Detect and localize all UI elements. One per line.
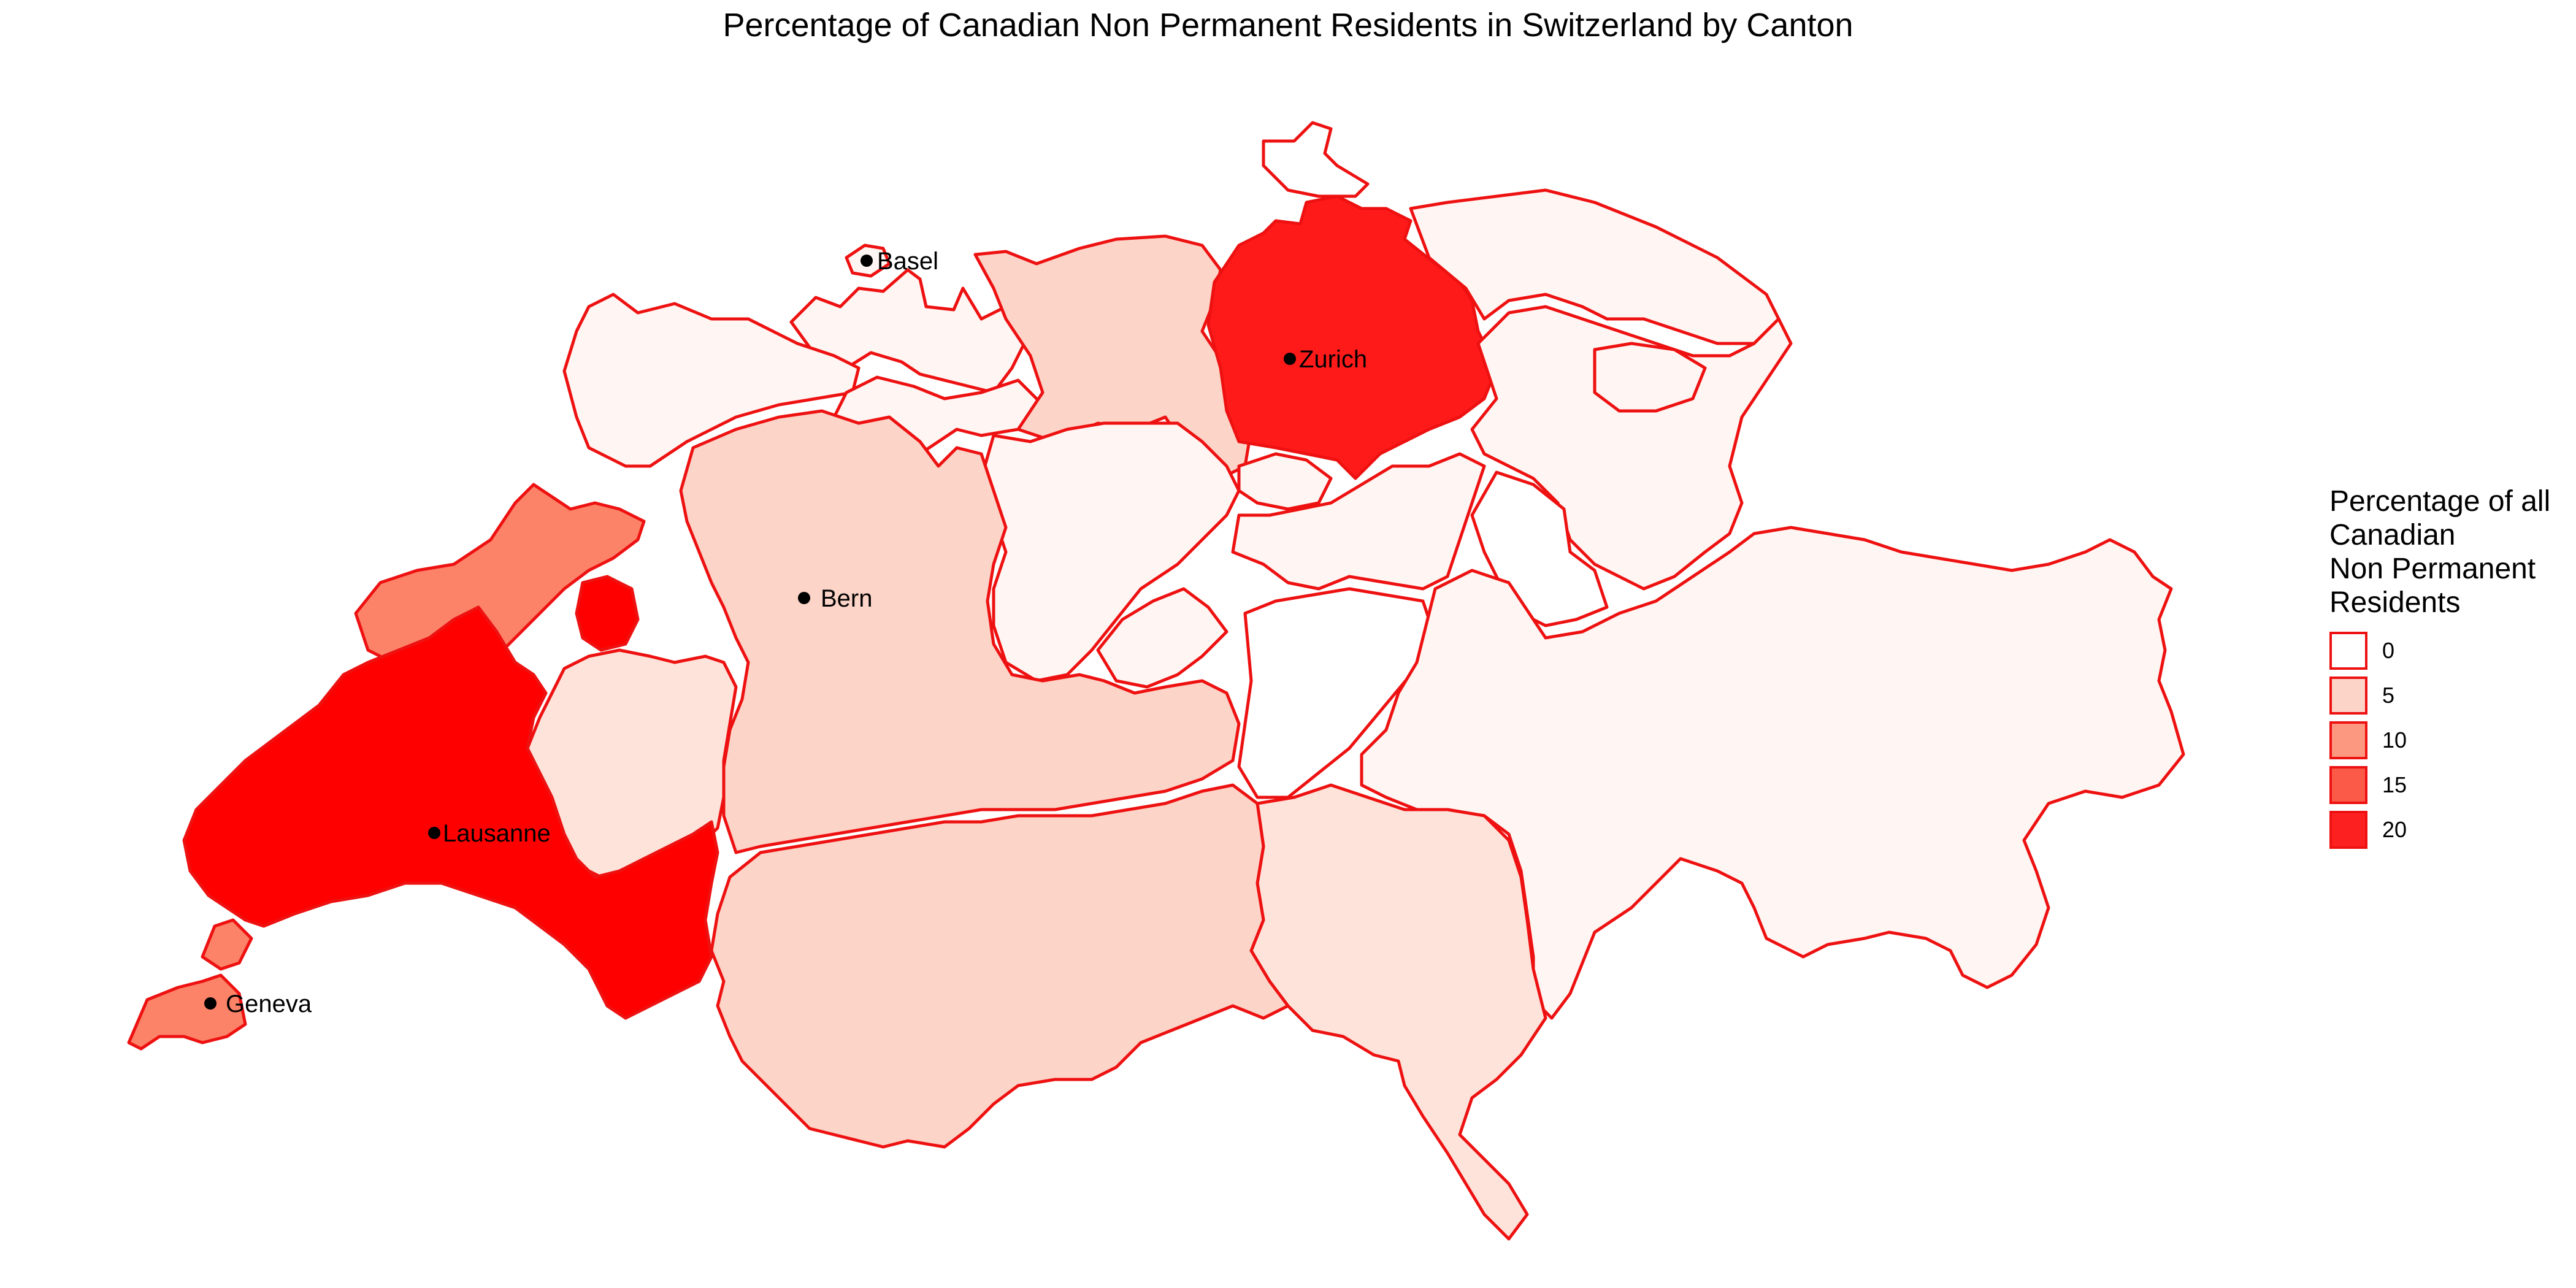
map-title: Percentage of Canadian Non Permanent Res… [723, 7, 1853, 44]
legend-title-line: Non Permanent [2329, 553, 2536, 585]
legend-item: 15 [2329, 762, 2575, 807]
canton-bern [679, 409, 1241, 854]
geneva-label: Geneva [226, 991, 312, 1018]
legend-swatch [2329, 676, 2367, 715]
canton-basel-landschaft [789, 268, 1032, 394]
bern-marker [798, 592, 810, 604]
canton-uri [1237, 587, 1437, 799]
legend-swatch [2329, 810, 2367, 849]
legend-label: 10 [2382, 727, 2407, 753]
legend-title-line: Canadian [2329, 519, 2456, 551]
city-markers: Basel Zurich Bern Lausanne Geneva [204, 248, 1367, 1018]
legend-title: Percentage of all Canadian Non Permanent… [2329, 485, 2575, 619]
legend-label: 0 [2382, 637, 2395, 663]
canton-appenzell [1593, 342, 1707, 413]
canton-st-gallen [1470, 305, 1793, 591]
legend-item: 0 [2329, 628, 2575, 673]
legend-item: 20 [2329, 807, 2575, 852]
canton-obwalden-nidwalden [1096, 587, 1229, 689]
legend-title-line: Residents [2329, 586, 2461, 619]
canton-schaffhausen [1262, 121, 1370, 198]
legend-item: 10 [2329, 718, 2575, 762]
canton-ticino [1249, 783, 1547, 1241]
legend: Percentage of all Canadian Non Permanent… [2329, 485, 2575, 852]
lausanne-marker [428, 827, 440, 839]
legend-swatch [2329, 631, 2367, 670]
legend-title-line: Percentage of all [2329, 485, 2551, 518]
canton-thurgau [1409, 188, 1781, 345]
lausanne-label: Lausanne [443, 820, 551, 847]
zurich-label: Zurich [1299, 346, 1367, 373]
legend-label: 15 [2382, 772, 2407, 797]
canton-aargau [973, 234, 1253, 480]
canton-zug [1237, 452, 1333, 511]
legend-label: 20 [2382, 816, 2407, 842]
basel-label: Basel [877, 248, 938, 275]
legend-swatch [2329, 765, 2367, 804]
canton-vaud [182, 605, 719, 1020]
canton-geneva [127, 973, 247, 1051]
zurich-marker [1284, 353, 1296, 365]
legend-swatch [2329, 721, 2367, 759]
canton-geneva-north [201, 918, 253, 971]
legend-items: 0 5 10 15 20 [2329, 628, 2575, 852]
canton-jura [562, 293, 861, 468]
legend-item: 5 [2329, 673, 2575, 718]
canton-schwyz [1231, 452, 1486, 591]
canton-valais [710, 783, 1290, 1149]
canton-lucerne [979, 421, 1241, 683]
bern-label: Bern [821, 585, 873, 612]
legend-label: 5 [2382, 682, 2395, 708]
basel-marker [861, 255, 873, 267]
geneva-marker [204, 997, 217, 1010]
canton-vaud-enclave [575, 575, 640, 652]
